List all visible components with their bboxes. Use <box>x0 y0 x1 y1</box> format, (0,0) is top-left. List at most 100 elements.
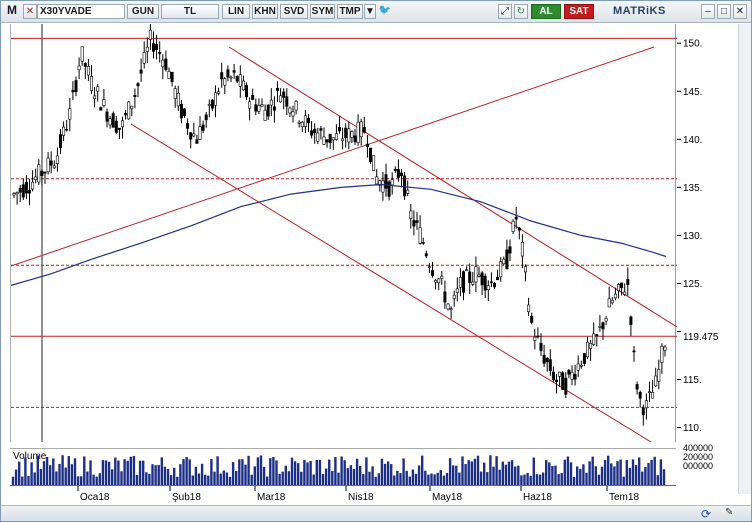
candle-body-158 <box>502 258 506 265</box>
volume-bar-153 <box>486 472 489 485</box>
khn-button[interactable]: KHN <box>252 4 278 19</box>
menu-button[interactable]: M <box>7 3 17 17</box>
volume-bar-26 <box>92 474 95 485</box>
tmp-button[interactable]: TMP <box>337 4 363 19</box>
volume-bar-110 <box>352 468 356 485</box>
volume-bar-205 <box>647 462 650 485</box>
candle-body-107 <box>344 127 348 138</box>
vertical-scrollbar[interactable] <box>738 24 751 494</box>
candle-body-207 <box>654 375 658 387</box>
candle-body-132 <box>421 242 425 244</box>
symbol-field[interactable]: X30YVADE <box>37 4 125 19</box>
volume-bar-111 <box>355 458 359 485</box>
candle-body-87 <box>282 91 286 98</box>
candle-body-182 <box>576 363 580 371</box>
dropdown-arrow-icon[interactable]: ▼ <box>364 4 376 19</box>
candle-body-43 <box>145 46 149 52</box>
volume-bar-75 <box>244 464 247 485</box>
candle-body-114 <box>365 143 369 148</box>
candle-body-32 <box>111 113 115 128</box>
volume-bar-1 <box>14 469 18 485</box>
close-symbol-icon[interactable]: ✕ <box>23 4 37 19</box>
candle-body-176 <box>558 371 562 377</box>
sync-icon[interactable]: ⟳ <box>701 507 712 521</box>
sym-button[interactable]: SYM <box>310 4 335 19</box>
maximize-icon[interactable]: □ <box>717 4 731 19</box>
volume-bar-175 <box>554 465 557 485</box>
candle-body-1 <box>15 192 19 195</box>
price-chart-svg[interactable] <box>10 22 678 443</box>
candle-body-155 <box>492 283 496 288</box>
currency-button[interactable]: TL <box>161 4 219 19</box>
volume-bar-149 <box>473 458 477 485</box>
candle-body-121 <box>387 181 391 197</box>
twitter-icon[interactable]: 🐦 <box>378 5 392 16</box>
candle-body-164 <box>520 241 524 257</box>
candle-body-26 <box>93 95 97 99</box>
sell-button[interactable]: SAT <box>564 4 594 19</box>
candle-body-112 <box>359 121 363 138</box>
candle-body-191 <box>604 318 608 322</box>
period-button[interactable]: GUN <box>127 4 159 19</box>
volume-bar-106 <box>340 456 343 485</box>
candle-body-99 <box>319 128 323 131</box>
refresh-icon[interactable]: ↻ <box>514 4 528 19</box>
close-window-icon[interactable]: ✕ <box>733 4 747 19</box>
volume-bar-95 <box>306 462 309 485</box>
volume-bar-128 <box>408 476 411 485</box>
bottom-bar: ⟳ ✎ <box>1 505 751 521</box>
candle-body-139 <box>443 291 447 303</box>
candle-body-48 <box>161 59 165 68</box>
candle-body-156 <box>496 276 500 281</box>
volume-panel[interactable]: Volume <box>10 448 676 485</box>
candle-body-66 <box>217 91 221 94</box>
volume-bar-199 <box>628 467 632 485</box>
candle-body-129 <box>412 220 416 227</box>
price-chart[interactable] <box>10 22 678 443</box>
svd-button[interactable]: SVD <box>280 4 308 19</box>
candle-body-49 <box>164 58 168 70</box>
settings-icon[interactable]: ✎ <box>725 507 734 518</box>
volume-bar-148 <box>470 461 473 485</box>
candle-body-127 <box>406 189 410 194</box>
volume-bar-24 <box>86 471 89 485</box>
volume-bar-89 <box>287 471 291 485</box>
buy-button[interactable]: AL <box>531 4 561 19</box>
volume-bar-158 <box>501 461 504 485</box>
candle-body-31 <box>108 118 112 126</box>
candle-body-189 <box>598 326 602 328</box>
candle-body-104 <box>334 133 338 140</box>
volume-bar-183 <box>579 468 582 485</box>
volume-bar-28 <box>98 473 101 485</box>
candle-body-50 <box>167 71 171 79</box>
volume-bar-190 <box>600 466 604 485</box>
volume-bar-130 <box>414 473 418 485</box>
volume-bar-196 <box>619 459 622 485</box>
date-tick-label-6: Tem18 <box>609 492 639 503</box>
scale-button[interactable]: LIN <box>222 4 250 19</box>
candle-body-25 <box>90 76 94 91</box>
price-tick-label-0: 110. <box>683 423 702 434</box>
volume-bar-80 <box>259 455 263 485</box>
candle-body-148 <box>471 281 475 285</box>
volume-bar-11 <box>45 457 49 485</box>
date-tick-label-5: Haz18 <box>523 492 552 503</box>
candle-body-91 <box>294 100 298 111</box>
volume-chart-svg[interactable]: Volume <box>10 449 676 485</box>
volume-bar-177 <box>560 473 563 485</box>
candle-body-64 <box>210 99 214 109</box>
candle-body-115 <box>368 147 372 163</box>
candle-body-110 <box>353 135 357 143</box>
volume-bar-189 <box>597 474 601 485</box>
volume-bar-132 <box>421 455 424 485</box>
candle-body-145 <box>461 271 465 293</box>
price-tick-label-3: 125. <box>683 279 702 290</box>
volume-bar-200 <box>631 459 635 485</box>
volume-bar-146 <box>464 464 467 485</box>
minimize-icon[interactable]: – <box>701 4 715 19</box>
candle-body-40 <box>136 83 140 87</box>
volume-bar-150 <box>476 455 480 485</box>
candle-body-181 <box>573 374 577 380</box>
candle-body-157 <box>499 261 503 278</box>
resize-icon[interactable]: ⤢ <box>498 4 512 19</box>
